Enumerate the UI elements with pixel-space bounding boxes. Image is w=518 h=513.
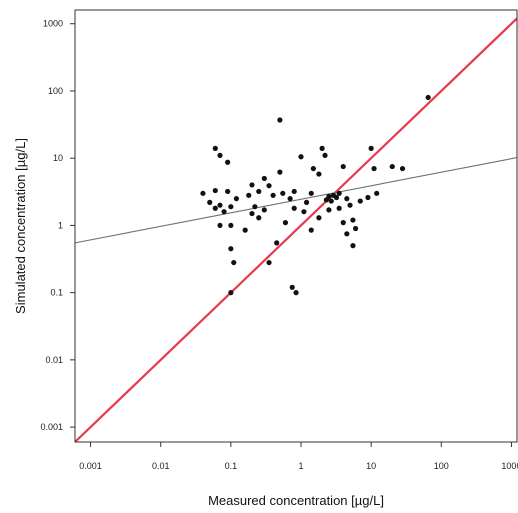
- data-point: [228, 290, 234, 296]
- y-tick-label: 1: [58, 220, 63, 230]
- data-point: [242, 227, 248, 233]
- data-point: [231, 259, 237, 266]
- x-tick-label: 0.001: [79, 461, 102, 471]
- data-point: [326, 207, 332, 213]
- data-point: [217, 202, 223, 208]
- x-tick-label: 10: [366, 461, 376, 471]
- data-point: [308, 227, 314, 233]
- data-point: [371, 165, 377, 172]
- data-point: [326, 193, 332, 200]
- tick-layer: 0.001 0.01 0.1 1 10 100 1000 0.001 0.01 0.1 1 10 100…: [40, 19, 518, 471]
- data-point: [344, 196, 350, 202]
- plot-frame: [74, 9, 518, 443]
- data-point: [344, 231, 350, 237]
- data-point: [266, 183, 272, 189]
- data-point: [322, 152, 328, 158]
- data-point: [336, 205, 342, 211]
- x-axis-title: Measured concentration [µg/L]: [208, 493, 384, 508]
- data-point: [347, 202, 353, 208]
- data-point: [340, 220, 346, 226]
- data-point: [333, 194, 340, 201]
- data-point: [228, 222, 234, 229]
- data-point: [399, 165, 406, 172]
- data-point: [249, 182, 255, 188]
- data-point: [319, 145, 325, 151]
- data-point: [212, 145, 218, 151]
- data-point: [352, 225, 359, 232]
- data-point: [280, 190, 286, 196]
- data-point: [350, 217, 356, 223]
- data-point: [246, 192, 252, 198]
- y-tick-label: 0.001: [40, 422, 63, 432]
- data-point: [277, 117, 283, 123]
- data-point: [270, 192, 276, 198]
- data-point: [228, 246, 234, 252]
- y-tick-label: 0.1: [50, 288, 63, 298]
- data-point: [217, 222, 223, 229]
- data-point: [249, 210, 255, 217]
- data-point: [228, 204, 234, 210]
- x-tick-label: 1000: [501, 461, 518, 471]
- data-point: [225, 159, 231, 165]
- data-point: [303, 199, 310, 205]
- data-point: [291, 205, 297, 211]
- data-point: [301, 209, 307, 215]
- data-point: [266, 259, 272, 266]
- data-point: [350, 243, 356, 249]
- data-point: [256, 188, 262, 195]
- x-tick-label: 0.01: [152, 461, 170, 471]
- points-layer: [200, 94, 431, 296]
- x-tick-label: 1: [298, 461, 303, 471]
- data-point: [212, 187, 218, 194]
- data-point: [233, 196, 240, 202]
- data-point: [374, 190, 380, 196]
- data-point: [389, 163, 395, 170]
- data-point: [316, 171, 322, 177]
- data-point: [291, 188, 297, 195]
- data-point: [357, 198, 363, 204]
- x-tick-label: 0.1: [225, 461, 238, 471]
- data-point: [298, 154, 304, 160]
- data-point: [365, 194, 371, 201]
- data-point: [310, 165, 316, 172]
- data-point: [328, 198, 334, 204]
- data-point: [221, 209, 227, 215]
- data-point: [261, 175, 267, 182]
- data-point: [425, 94, 431, 101]
- data-point: [336, 190, 342, 196]
- data-point: [293, 290, 299, 296]
- data-point: [316, 215, 322, 221]
- regression-line: [74, 157, 518, 244]
- data-point: [277, 169, 283, 175]
- data-point: [308, 190, 314, 196]
- data-point: [252, 204, 258, 210]
- data-point: [200, 190, 206, 196]
- identity-line: [74, 17, 518, 443]
- data-point: [225, 188, 231, 195]
- data-point: [217, 152, 223, 158]
- data-point: [274, 240, 280, 246]
- fit-lines-layer: [74, 17, 518, 443]
- y-tick-label: 100: [48, 86, 63, 96]
- data-point: [212, 205, 218, 211]
- data-point: [261, 207, 267, 213]
- y-axis-title: Simulated concentration [µg/L]: [13, 138, 28, 314]
- data-point: [340, 163, 346, 170]
- y-tick-label: 1000: [43, 19, 63, 29]
- y-tick-label: 10: [53, 153, 63, 163]
- data-point: [207, 199, 213, 205]
- data-point: [287, 196, 293, 202]
- x-tick-label: 100: [434, 461, 449, 471]
- data-point: [289, 284, 295, 290]
- y-tick-label: 0.01: [45, 355, 63, 365]
- data-point: [368, 145, 374, 151]
- data-point: [256, 215, 262, 221]
- data-point: [282, 220, 289, 226]
